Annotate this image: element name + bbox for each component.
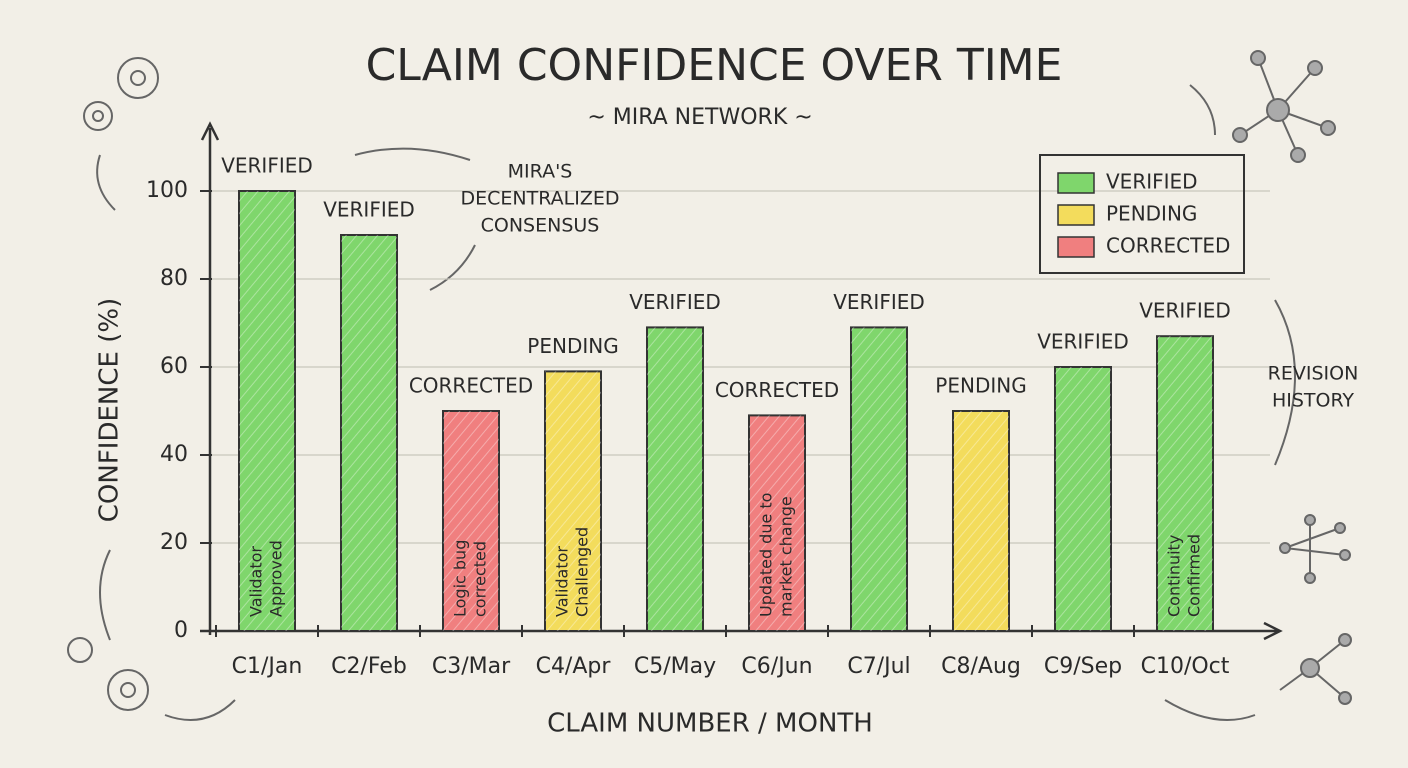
- x-tick-label: C5/May: [634, 654, 716, 679]
- bar-status-label: VERIFIED: [1139, 299, 1231, 323]
- x-axis-label: CLAIM NUMBER / MONTH: [547, 709, 873, 739]
- bar-hatch: [749, 415, 805, 631]
- bar-status-label: VERIFIED: [629, 290, 721, 314]
- bar-status-label: PENDING: [935, 374, 1026, 398]
- annotation: HISTORY: [1272, 390, 1354, 412]
- bar-note: Validator: [553, 546, 572, 617]
- bar-status-label: VERIFIED: [323, 198, 415, 222]
- bar-note: Validator: [247, 546, 266, 617]
- x-tick-label: C6/Jun: [741, 654, 812, 679]
- y-tick-label: 80: [160, 266, 188, 291]
- x-tick-label: C2/Feb: [331, 654, 407, 679]
- legend-swatch: [1057, 172, 1095, 194]
- bar-hatch: [647, 327, 703, 631]
- y-tick-label: 0: [174, 618, 188, 643]
- bar-note: corrected: [471, 541, 490, 617]
- bar-note: Logic bug: [451, 540, 470, 617]
- bar-hatch: [443, 411, 499, 631]
- annotation: REVISION: [1268, 363, 1359, 385]
- bar-status-label: VERIFIED: [833, 290, 925, 314]
- bar-note: market change: [777, 496, 796, 617]
- legend-label: VERIFIED: [1106, 170, 1198, 194]
- bar-status-label: VERIFIED: [221, 154, 313, 178]
- x-tick-label: C4/Apr: [536, 654, 612, 679]
- bar-hatch: [851, 327, 907, 631]
- y-tick-label: 40: [160, 442, 188, 467]
- x-tick-label: C1/Jan: [232, 654, 303, 679]
- y-axis-label: CONFIDENCE (%): [95, 298, 125, 522]
- y-axis: [200, 121, 220, 635]
- y-tick-label: 20: [160, 530, 188, 555]
- chart-subtitle: ~ MIRA NETWORK ~: [587, 105, 812, 130]
- x-tick-label: C10/Oct: [1141, 654, 1230, 679]
- chart-title: CLAIM CONFIDENCE OVER TIME: [366, 40, 1063, 91]
- legend-label: PENDING: [1106, 202, 1197, 226]
- bar-hatch: [1157, 336, 1213, 631]
- annotation: DECENTRALIZED: [461, 188, 620, 210]
- legend-label: CORRECTED: [1106, 234, 1230, 258]
- bar-note: Continuity: [1165, 535, 1184, 617]
- bar-hatch: [1055, 367, 1111, 631]
- bar-hatch: [545, 371, 601, 631]
- y-tick-label: 60: [160, 354, 188, 379]
- decorations: [67, 50, 1352, 721]
- annotation: MIRA'S: [508, 161, 573, 183]
- x-tick-label: C9/Sep: [1044, 654, 1122, 679]
- bar-status-label: PENDING: [527, 334, 618, 358]
- annotation: CONSENSUS: [481, 215, 600, 237]
- bar-status-label: CORRECTED: [409, 374, 533, 398]
- x-tick-label: C7/Jul: [847, 654, 910, 679]
- bar-hatch: [341, 235, 397, 631]
- x-tick-label: C3/Mar: [432, 654, 511, 679]
- legend-box: [1039, 154, 1245, 274]
- bar-status-label: VERIFIED: [1037, 330, 1129, 354]
- bar-note: Challenged: [573, 527, 592, 617]
- bar-note: Updated due to: [757, 493, 776, 617]
- x-tick-label: C8/Aug: [941, 654, 1021, 679]
- bar-note: Approved: [267, 540, 286, 617]
- bar-note: Confirmed: [1185, 534, 1204, 617]
- legend-swatch: [1057, 204, 1095, 226]
- y-tick-label: 100: [146, 178, 188, 203]
- bar-hatch: [239, 191, 295, 631]
- bar-status-label: CORRECTED: [715, 378, 839, 402]
- legend-swatch: [1057, 236, 1095, 258]
- bar-hatch: [953, 411, 1009, 631]
